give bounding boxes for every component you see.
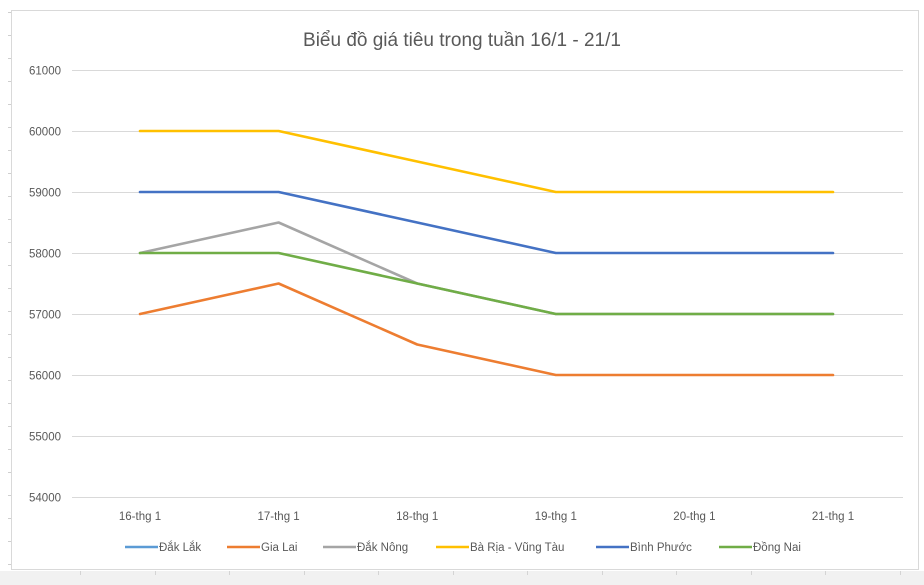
y-tick-label: 59000 — [29, 188, 61, 200]
row-tick — [8, 127, 11, 128]
column-separator — [453, 571, 454, 575]
row-tick — [8, 518, 11, 519]
gridlines — [72, 70, 903, 498]
row-tick — [8, 495, 11, 496]
y-tick-label: 58000 — [29, 249, 61, 261]
row-tick — [8, 472, 11, 473]
legend-label: Đồng Nai — [753, 542, 801, 554]
row-tick — [8, 334, 11, 335]
column-separator — [229, 571, 230, 575]
row-tick — [8, 426, 11, 427]
column-separator — [304, 571, 305, 575]
legend-item[interactable]: Bình Phước — [596, 542, 692, 554]
row-tick — [8, 196, 11, 197]
column-separator — [602, 571, 603, 575]
x-tick-label: 17-thg 1 — [257, 511, 299, 523]
series-line-4[interactable] — [138, 190, 835, 255]
row-tick — [8, 58, 11, 59]
spreadsheet-cells-area[interactable] — [0, 571, 924, 585]
column-separator — [155, 571, 156, 575]
row-tick — [8, 150, 11, 151]
x-tick-label: 21-thg 1 — [812, 511, 854, 523]
row-tick — [8, 541, 11, 542]
legend-item[interactable]: Đồng Nai — [719, 542, 801, 554]
x-axis-labels: 16-thg 1 17-thg 1 18-thg 1 19-thg 1 20-thg 1… — [119, 511, 854, 523]
row-tick — [8, 288, 11, 289]
y-tick-label: 54000 — [29, 493, 61, 505]
column-separator — [527, 571, 528, 575]
data-series — [138, 129, 835, 377]
row-tick — [8, 81, 11, 82]
y-tick-label: 56000 — [29, 371, 61, 383]
row-tick — [8, 265, 11, 266]
row-tick — [8, 173, 11, 174]
y-axis-labels: 54000 55000 56000 57000 58000 59000 60000 61000 — [29, 66, 61, 505]
legend-label: Bình Phước — [630, 542, 692, 554]
series-line-5[interactable] — [138, 251, 835, 316]
row-tick — [8, 449, 11, 450]
legend-item[interactable]: Đắk Lắk — [125, 541, 201, 554]
chart-object[interactable] — [11, 10, 919, 570]
row-tick — [8, 380, 11, 381]
column-separator — [751, 571, 752, 575]
row-tick — [8, 242, 11, 243]
column-separator — [900, 571, 901, 575]
column-separator — [825, 571, 826, 575]
row-tick — [8, 403, 11, 404]
chart-title: Biểu đồ giá tiêu trong tuần 16/1 - 21/1 — [303, 30, 621, 51]
legend-item[interactable]: Đắk Nông — [323, 541, 408, 554]
series-line-1[interactable] — [138, 282, 835, 377]
series-line-2[interactable] — [138, 221, 835, 316]
x-tick-label: 20-thg 1 — [673, 511, 715, 523]
legend-label: Đắk Lắk — [159, 541, 201, 554]
legend-item[interactable]: Gia Lai — [227, 542, 297, 554]
legend-item[interactable]: Bà Rịa - Vũng Tàu — [436, 542, 564, 554]
row-tick — [8, 104, 11, 105]
row-tick — [8, 357, 11, 358]
y-tick-label: 61000 — [29, 66, 61, 78]
chart-legend: Đắk Lắk Gia Lai Đắk Nông Bà Rịa - Vũng Tàu B… — [125, 541, 801, 554]
series-line-3[interactable] — [138, 129, 835, 194]
x-tick-label: 19-thg 1 — [535, 511, 577, 523]
row-tick — [8, 35, 11, 36]
column-separator — [80, 571, 81, 575]
legend-label: Bà Rịa - Vũng Tàu — [470, 542, 564, 554]
column-separator — [378, 571, 379, 575]
legend-label: Đắk Nông — [357, 541, 408, 554]
row-tick — [8, 219, 11, 220]
y-tick-label: 60000 — [29, 127, 61, 139]
row-tick — [8, 12, 11, 13]
y-tick-label: 55000 — [29, 432, 61, 444]
legend-label: Gia Lai — [261, 542, 297, 554]
row-tick — [8, 564, 11, 565]
column-separator — [676, 571, 677, 575]
x-tick-label: 18-thg 1 — [396, 511, 438, 523]
x-tick-label: 16-thg 1 — [119, 511, 161, 523]
y-tick-label: 57000 — [29, 310, 61, 322]
row-tick — [8, 311, 11, 312]
